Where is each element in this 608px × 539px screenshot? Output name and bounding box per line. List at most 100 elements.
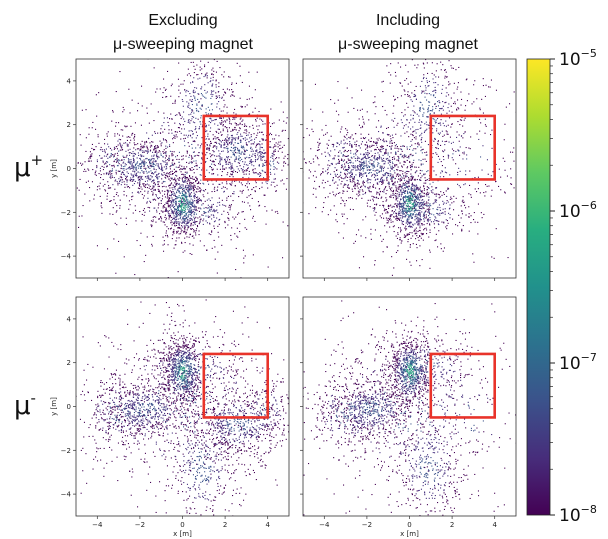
- density-point: [179, 199, 181, 201]
- density-point: [211, 92, 213, 94]
- density-point: [167, 121, 169, 123]
- density-point: [340, 152, 342, 154]
- density-point: [273, 163, 275, 165]
- density-point: [410, 197, 412, 199]
- density-point: [241, 135, 243, 137]
- density-point: [183, 54, 184, 55]
- density-point: [107, 161, 109, 163]
- density-point: [198, 197, 200, 199]
- density-point: [190, 61, 192, 63]
- density-point: [171, 153, 173, 155]
- density-point: [216, 142, 218, 144]
- density-point: [162, 92, 164, 94]
- density-point: [392, 176, 394, 178]
- density-point: [374, 156, 376, 158]
- density-point: [169, 190, 171, 192]
- density-point: [167, 244, 169, 246]
- density-point: [356, 158, 358, 160]
- density-point: [174, 218, 176, 220]
- density-point: [186, 89, 188, 91]
- density-point: [169, 118, 171, 120]
- density-point: [185, 217, 187, 219]
- density-point: [258, 173, 260, 175]
- density-point: [413, 204, 415, 206]
- density-point: [367, 182, 369, 184]
- density-point: [405, 195, 407, 197]
- density-point: [141, 146, 143, 148]
- density-point: [189, 180, 191, 182]
- density-point: [186, 166, 188, 168]
- density-point: [254, 89, 256, 91]
- density-point: [161, 174, 163, 176]
- density-point: [368, 178, 370, 180]
- density-point: [154, 198, 156, 200]
- density-point: [119, 180, 121, 182]
- density-point: [416, 247, 418, 249]
- density-point: [427, 202, 429, 204]
- density-point: [402, 220, 404, 222]
- density-point: [381, 177, 383, 179]
- density-point: [212, 161, 214, 163]
- density-point: [187, 68, 189, 70]
- density-point: [163, 166, 165, 168]
- density-point: [176, 230, 178, 232]
- density-point: [357, 190, 359, 192]
- density-point: [399, 215, 401, 217]
- density-point: [366, 175, 368, 177]
- density-point: [130, 179, 132, 181]
- density-point: [246, 156, 248, 158]
- density-point: [350, 152, 352, 154]
- density-point: [212, 203, 214, 205]
- density-point: [105, 155, 107, 157]
- density-point: [409, 246, 411, 248]
- density-point: [237, 149, 239, 151]
- density-point: [217, 91, 219, 93]
- density-point: [109, 213, 111, 215]
- density-point: [347, 155, 349, 157]
- density-point: [127, 172, 129, 174]
- density-point: [399, 205, 401, 207]
- density-point: [373, 164, 375, 166]
- density-point: [54, 188, 55, 189]
- density-point: [360, 133, 362, 135]
- density-point: [228, 204, 230, 206]
- density-point: [317, 158, 319, 160]
- density-point: [393, 156, 395, 158]
- density-point: [128, 136, 130, 138]
- density-point: [171, 177, 173, 179]
- density-point: [412, 189, 414, 191]
- density-point: [477, 203, 479, 205]
- density-point: [228, 217, 230, 219]
- density-point: [410, 198, 412, 200]
- density-point: [204, 211, 206, 213]
- density-point: [160, 163, 162, 165]
- density-point: [178, 195, 180, 197]
- density-point: [421, 196, 423, 198]
- density-point: [417, 209, 419, 211]
- density-point: [154, 146, 156, 148]
- density-point: [396, 173, 398, 175]
- density-point: [185, 95, 187, 97]
- density-point: [371, 155, 373, 157]
- density-point: [174, 182, 176, 184]
- density-point: [361, 189, 363, 191]
- density-point: [256, 149, 258, 151]
- density-point: [120, 146, 122, 148]
- density-point: [414, 189, 416, 191]
- density-point: [128, 152, 130, 154]
- density-point: [348, 165, 350, 167]
- density-point: [191, 253, 193, 255]
- density-point: [174, 135, 176, 137]
- density-point: [278, 162, 280, 164]
- density-point: [322, 168, 324, 170]
- density-point: [363, 123, 365, 125]
- density-point: [280, 180, 282, 182]
- density-point: [363, 161, 365, 163]
- density-point: [215, 92, 217, 94]
- density-point: [157, 185, 159, 187]
- density-point: [172, 191, 174, 193]
- density-point: [205, 161, 207, 163]
- density-point: [138, 148, 140, 150]
- density-point: [352, 167, 354, 169]
- density-point: [193, 155, 195, 157]
